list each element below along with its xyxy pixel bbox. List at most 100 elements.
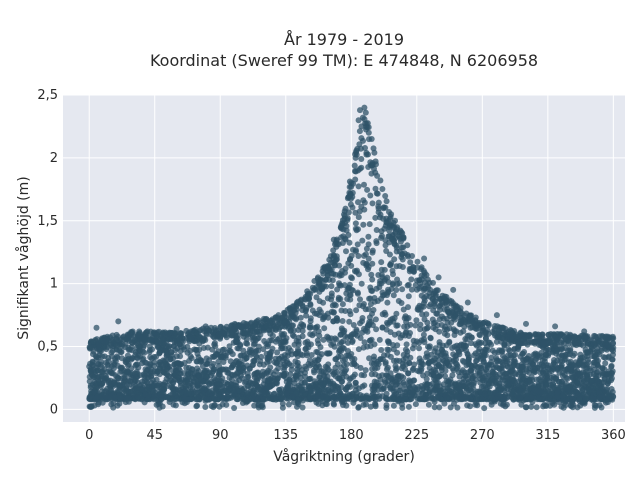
data-point	[352, 248, 359, 255]
data-point	[352, 168, 358, 175]
data-point	[202, 404, 209, 410]
data-point	[355, 199, 361, 206]
data-point	[153, 332, 160, 339]
data-point	[487, 390, 494, 397]
data-point	[606, 368, 613, 375]
data-point	[369, 249, 376, 256]
data-point	[465, 354, 472, 361]
data-point	[444, 302, 450, 308]
data-point	[494, 358, 501, 365]
data-point	[437, 387, 444, 394]
data-point	[544, 340, 551, 347]
data-point	[87, 360, 94, 367]
data-point	[369, 200, 376, 207]
data-point	[372, 214, 379, 221]
data-point	[601, 376, 608, 382]
data-point	[281, 331, 288, 337]
data-point	[271, 390, 278, 397]
y-axis-label: Signifikant våghöjd (m)	[15, 176, 32, 339]
data-point	[569, 335, 576, 341]
data-point	[145, 392, 152, 399]
data-point	[506, 331, 513, 338]
data-point	[294, 403, 300, 410]
data-point	[438, 364, 445, 371]
data-point	[393, 322, 400, 329]
data-point	[163, 360, 170, 367]
data-point	[473, 358, 479, 364]
data-point	[213, 350, 219, 357]
data-point	[356, 208, 363, 215]
data-point	[267, 337, 273, 344]
data-point	[550, 398, 557, 405]
data-point	[501, 342, 508, 348]
data-point	[98, 369, 105, 376]
data-point	[128, 332, 135, 339]
data-point	[415, 306, 422, 313]
data-point	[362, 109, 369, 116]
data-point	[288, 366, 295, 373]
data-point	[491, 323, 498, 329]
data-point	[504, 358, 511, 365]
data-point	[449, 300, 456, 306]
data-point	[491, 349, 498, 356]
data-point	[317, 309, 324, 315]
x-tick-label: 180	[339, 428, 364, 443]
data-point	[403, 341, 410, 348]
data-point	[372, 401, 379, 408]
data-point	[373, 190, 380, 197]
data-point	[524, 341, 531, 348]
data-point	[367, 192, 374, 199]
data-point	[350, 396, 357, 403]
data-point	[499, 374, 506, 381]
data-point	[382, 242, 389, 249]
data-point	[338, 384, 345, 391]
data-point	[423, 382, 430, 388]
data-point	[596, 402, 603, 409]
data-point	[303, 304, 310, 311]
data-point	[297, 300, 304, 307]
data-point	[347, 333, 354, 340]
data-point	[486, 380, 492, 387]
data-point	[290, 303, 296, 310]
data-point	[357, 335, 364, 341]
data-point	[320, 270, 327, 277]
data-point	[285, 395, 292, 402]
data-point	[320, 368, 327, 375]
data-point	[411, 361, 418, 368]
data-point	[492, 390, 499, 396]
data-point	[342, 205, 349, 212]
data-point	[387, 353, 394, 360]
data-point	[584, 376, 591, 383]
data-point	[422, 285, 429, 292]
data-point	[540, 363, 547, 370]
data-point	[277, 361, 284, 368]
data-point	[604, 342, 611, 349]
data-point	[177, 378, 183, 385]
data-point	[442, 391, 449, 398]
data-point	[132, 370, 139, 377]
data-point	[560, 340, 567, 347]
x-tick-label: 90	[212, 428, 229, 443]
data-point	[116, 387, 123, 394]
data-point	[402, 394, 409, 400]
data-point	[523, 320, 529, 327]
data-point	[388, 375, 395, 382]
data-point	[314, 393, 321, 400]
data-point	[313, 294, 320, 301]
data-point	[292, 309, 299, 316]
data-point	[184, 370, 191, 377]
data-point	[276, 372, 283, 378]
data-point	[380, 385, 387, 392]
data-point	[307, 388, 314, 395]
data-point	[382, 311, 389, 318]
data-point	[333, 336, 340, 343]
data-point	[124, 357, 131, 364]
data-point	[187, 334, 193, 341]
data-point	[285, 401, 292, 408]
data-point	[434, 349, 441, 356]
data-point	[602, 354, 609, 361]
data-point	[463, 347, 470, 354]
data-point	[509, 388, 516, 395]
data-point	[356, 128, 363, 135]
data-point	[506, 347, 513, 354]
